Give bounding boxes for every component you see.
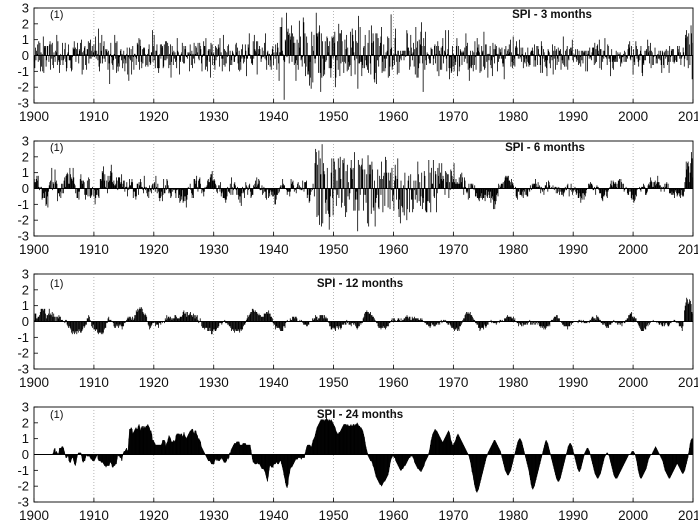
x-tick-label: 1940 bbox=[259, 508, 289, 523]
x-tick-label: 1920 bbox=[139, 508, 169, 523]
y-tick-label: 3 bbox=[22, 267, 29, 282]
x-tick-label: 1960 bbox=[378, 375, 408, 390]
y-tick-label: 3 bbox=[22, 134, 29, 149]
y-tick-label: -1 bbox=[17, 197, 29, 212]
x-tick-label: 1930 bbox=[199, 375, 229, 390]
y-tick-label: 0 bbox=[22, 48, 29, 63]
x-tick-label: 1940 bbox=[259, 109, 289, 124]
x-tick-label: 1930 bbox=[199, 109, 229, 124]
x-tick-label: 1950 bbox=[319, 375, 349, 390]
x-tick-label: 1940 bbox=[259, 375, 289, 390]
x-tick-label: 1980 bbox=[498, 109, 528, 124]
x-tick-label: 2010 bbox=[678, 109, 698, 124]
y-tick-label: -1 bbox=[17, 463, 29, 478]
y-tick-label: -2 bbox=[17, 479, 29, 494]
panel-title: SPI - 6 months bbox=[505, 142, 585, 154]
x-tick-label: 2010 bbox=[678, 242, 698, 257]
x-tick-label: 1970 bbox=[438, 109, 468, 124]
x-tick-label: 1960 bbox=[378, 508, 408, 523]
y-tick-label: 3 bbox=[22, 1, 29, 16]
y-tick-label: 2 bbox=[22, 282, 29, 297]
x-tick-label: 1950 bbox=[319, 508, 349, 523]
x-tick-label: 1910 bbox=[79, 242, 109, 257]
y-tick-label: 2 bbox=[22, 149, 29, 164]
x-tick-label: 2000 bbox=[618, 242, 648, 257]
y-tick-label: 1 bbox=[22, 165, 29, 180]
y-tick-label: 2 bbox=[22, 415, 29, 430]
x-tick-label: 1930 bbox=[199, 508, 229, 523]
x-tick-label: 1910 bbox=[79, 375, 109, 390]
x-tick-label: 1970 bbox=[438, 242, 468, 257]
x-tick-label: 2000 bbox=[618, 375, 648, 390]
x-tick-label: 1910 bbox=[79, 109, 109, 124]
x-tick-label: 1900 bbox=[19, 508, 49, 523]
x-tick-label: 1910 bbox=[79, 508, 109, 523]
y-tick-label: 1 bbox=[22, 32, 29, 47]
x-tick-label: 1980 bbox=[498, 375, 528, 390]
y-tick-label: -1 bbox=[17, 330, 29, 345]
y-tick-label: 2 bbox=[22, 16, 29, 31]
x-tick-label: 1980 bbox=[498, 508, 528, 523]
x-tick-label: 2010 bbox=[678, 508, 698, 523]
y-tick-label: 1 bbox=[22, 431, 29, 446]
x-tick-label: 1920 bbox=[139, 109, 169, 124]
x-tick-label: 1960 bbox=[378, 109, 408, 124]
x-tick-label: 1940 bbox=[259, 242, 289, 257]
x-tick-label: 2000 bbox=[618, 508, 648, 523]
y-tick-label: 1 bbox=[22, 298, 29, 313]
y-tick-label: 0 bbox=[22, 447, 29, 462]
y-tick-label: 0 bbox=[22, 314, 29, 329]
panel-label: (1) bbox=[50, 409, 63, 421]
x-tick-label: 1900 bbox=[19, 375, 49, 390]
x-tick-label: 1900 bbox=[19, 242, 49, 257]
x-tick-label: 2000 bbox=[618, 109, 648, 124]
x-tick-label: 2010 bbox=[678, 375, 698, 390]
x-tick-label: 1900 bbox=[19, 109, 49, 124]
y-tick-label: -3 bbox=[17, 362, 29, 377]
panel-title: SPI - 12 months bbox=[317, 278, 403, 290]
x-tick-label: 1990 bbox=[558, 109, 588, 124]
y-tick-label: 0 bbox=[22, 181, 29, 196]
x-tick-label: 1920 bbox=[139, 375, 169, 390]
x-tick-label: 1980 bbox=[498, 242, 528, 257]
x-tick-label: 1990 bbox=[558, 375, 588, 390]
x-tick-label: 1970 bbox=[438, 375, 468, 390]
x-tick-label: 1920 bbox=[139, 242, 169, 257]
panel-label: (1) bbox=[50, 278, 63, 290]
y-tick-label: 3 bbox=[22, 400, 29, 415]
panel-label: (1) bbox=[50, 142, 63, 154]
y-tick-label: -3 bbox=[17, 495, 29, 510]
x-tick-label: 1960 bbox=[378, 242, 408, 257]
panel-title: SPI - 24 months bbox=[317, 409, 403, 421]
x-tick-label: 1990 bbox=[558, 508, 588, 523]
x-tick-label: 1990 bbox=[558, 242, 588, 257]
y-tick-label: -2 bbox=[17, 346, 29, 361]
x-tick-label: 1970 bbox=[438, 508, 468, 523]
x-tick-label: 1950 bbox=[319, 242, 349, 257]
x-tick-label: 1950 bbox=[319, 109, 349, 124]
y-tick-label: -2 bbox=[17, 80, 29, 95]
y-tick-label: -2 bbox=[17, 213, 29, 228]
x-tick-label: 1930 bbox=[199, 242, 229, 257]
panel-title: SPI - 3 months bbox=[512, 9, 592, 21]
panel-label: (1) bbox=[50, 9, 63, 21]
y-tick-label: -1 bbox=[17, 64, 29, 79]
y-tick-label: -3 bbox=[17, 229, 29, 244]
y-tick-label: -3 bbox=[17, 96, 29, 111]
